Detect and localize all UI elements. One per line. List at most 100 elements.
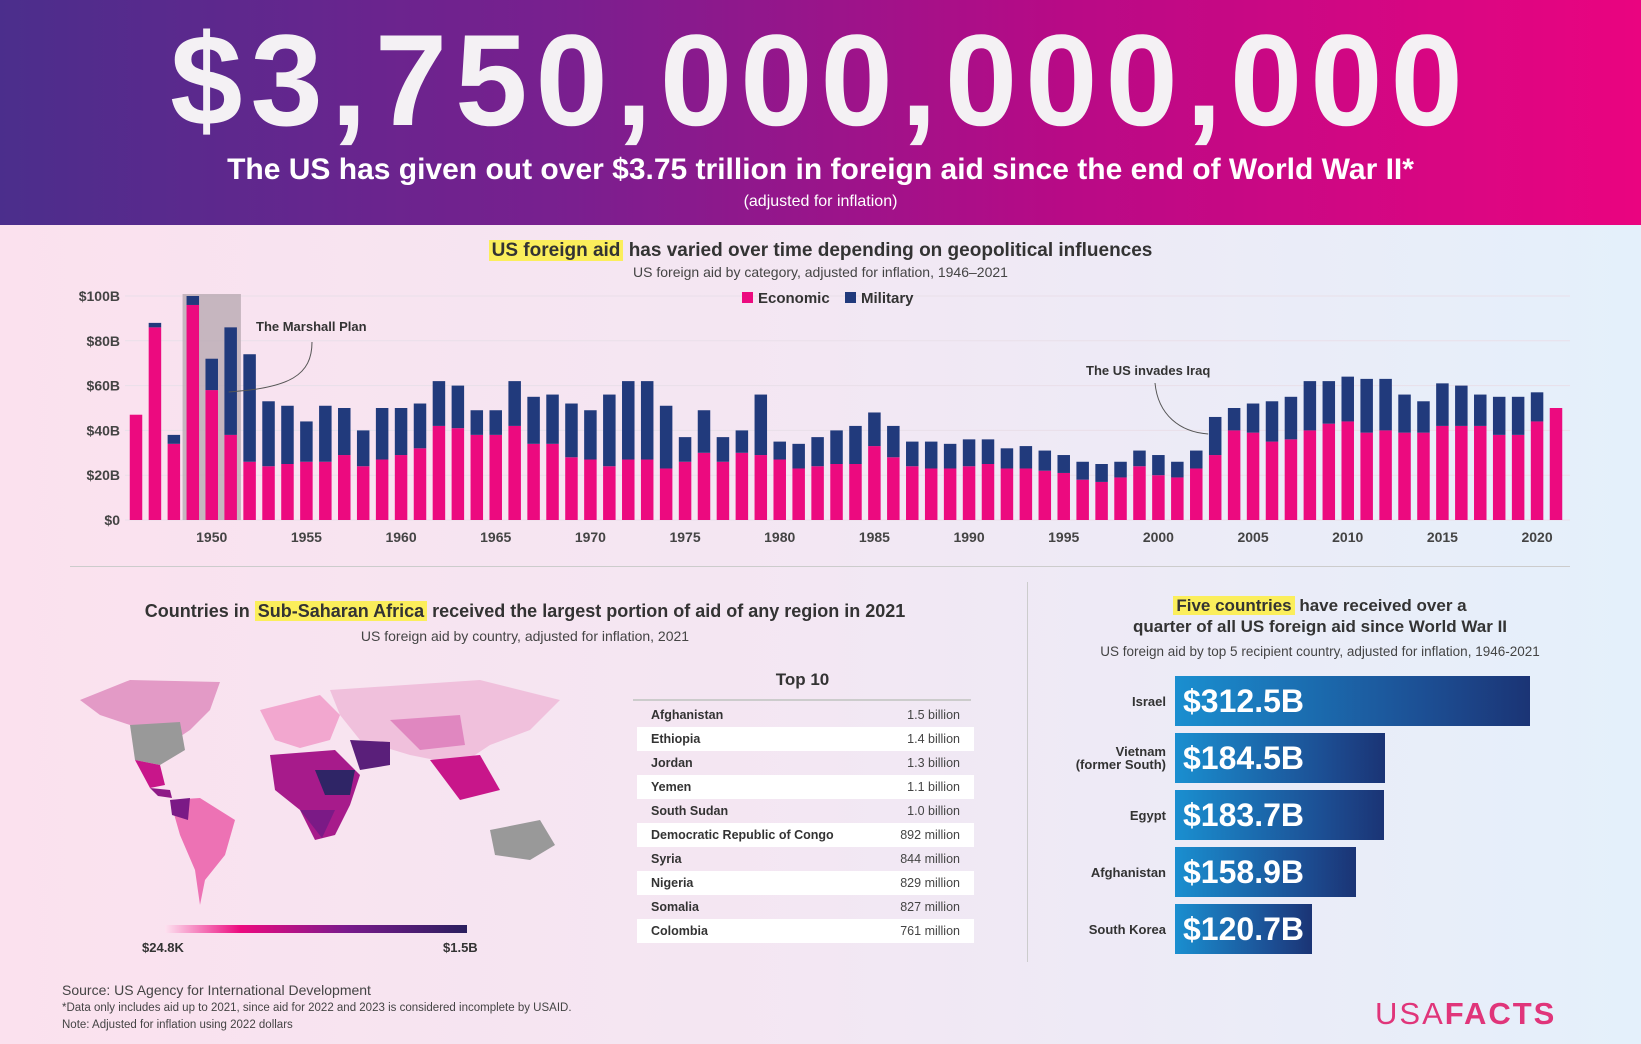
source-text: Source: US Agency for International Deve… <box>62 982 371 998</box>
bar-military <box>1038 450 1052 471</box>
bar-economic <box>943 468 957 520</box>
bar-row: Israel $312.5B <box>1040 676 1600 726</box>
y-tick-label: $20B <box>87 467 120 483</box>
bar-economic <box>1000 468 1014 520</box>
title-rest: have received over a <box>1294 596 1467 615</box>
amount-cell: 1.0 billion <box>907 804 960 818</box>
bar-military <box>1360 378 1373 433</box>
bar-economic <box>1095 481 1108 520</box>
bar-military <box>924 441 938 469</box>
title-rest: received the largest portion of aid of a… <box>427 601 906 621</box>
title-highlight: Five countries <box>1173 596 1295 615</box>
bar-category-label: Israel <box>1132 693 1166 709</box>
bar-economic <box>1492 434 1506 520</box>
map-subtitle: US foreign aid by country, adjusted for … <box>360 628 690 644</box>
top10-title: Top 10 <box>775 670 830 689</box>
bar-military <box>1246 403 1260 433</box>
bar-economic <box>470 434 484 520</box>
bar-military <box>1000 448 1014 469</box>
x-tick-label: 1990 <box>953 529 984 545</box>
bar-economic <box>394 455 408 520</box>
timeline-chart-title: US foreign aid has varied over time depe… <box>0 240 1641 262</box>
bar-military <box>1417 401 1430 433</box>
europe <box>260 695 340 748</box>
country-cell: Nigeria <box>637 871 882 895</box>
bar-military <box>546 394 559 444</box>
x-tick-label: 1970 <box>575 529 606 545</box>
x-tick-label: 1960 <box>385 529 416 545</box>
bar-military <box>300 421 313 462</box>
bar-economic <box>1152 475 1165 520</box>
bar-economic <box>565 457 578 520</box>
bar-military <box>697 410 711 453</box>
bar-military <box>659 405 673 469</box>
annotation-iraq: The US invades Iraq <box>1086 363 1210 378</box>
bar-economic <box>906 466 919 520</box>
bar-military <box>830 430 843 464</box>
bar-military <box>565 403 578 458</box>
bar-military <box>906 441 919 467</box>
x-tick-label: 2015 <box>1427 529 1458 545</box>
amount-cell: 761 million <box>882 919 974 943</box>
bar-military <box>394 408 408 456</box>
bar-row: South Korea $120.7B <box>1040 904 1600 954</box>
bar-military <box>1227 408 1241 431</box>
y-tick-label: $40B <box>87 422 120 438</box>
bar-economic <box>338 455 351 520</box>
headline-subtitle: The US has given out over $3.75 trillion… <box>227 153 1414 186</box>
x-tick-label: 2000 <box>1143 529 1174 545</box>
bar-military <box>470 410 484 435</box>
bar-economic <box>887 457 900 520</box>
table-row: Ethiopia 1.4 billion <box>637 727 974 751</box>
bar-economic <box>281 464 294 520</box>
x-tick-label: 2010 <box>1332 529 1363 545</box>
y-tick-label: $100B <box>79 288 120 304</box>
table-row: Colombia 761 million <box>637 919 974 943</box>
bar-military <box>1379 378 1392 431</box>
bar-military <box>527 396 540 444</box>
title-pre: Countries in <box>144 601 255 621</box>
x-tick-label: 1995 <box>1048 529 1079 545</box>
annotation-line <box>228 341 313 393</box>
bar-military <box>413 403 427 449</box>
bar-military <box>584 410 597 460</box>
scale-max-label: $1.5B <box>443 940 478 955</box>
bar-economic <box>1208 455 1222 520</box>
bar-military <box>375 408 389 460</box>
bar-military <box>811 437 824 467</box>
legend-label: Military <box>861 290 914 307</box>
annotation-marshall-plan: The Marshall Plan <box>256 319 367 334</box>
country-cell: South Sudan <box>651 804 729 818</box>
bar-military <box>887 425 900 458</box>
bar-economic <box>830 464 843 520</box>
x-tick-label: 1950 <box>196 529 227 545</box>
bar-economic <box>451 428 465 520</box>
bar-military <box>205 358 218 391</box>
bar-category-label: South Korea <box>1088 921 1166 937</box>
logo-facts: FACTS <box>1444 996 1557 1031</box>
table-row: Nigeria 829 million <box>637 871 974 895</box>
country-cell: Syria <box>651 852 682 866</box>
top10-rule <box>633 699 971 701</box>
bar-value: $158.9B <box>1175 847 1356 897</box>
bar-economic <box>148 327 162 520</box>
timeline-chart-subtitle: US foreign aid by category, adjusted for… <box>633 264 1008 280</box>
africa <box>270 750 360 840</box>
bar-economic <box>1057 472 1070 520</box>
bar-military <box>356 430 370 467</box>
bar-economic <box>603 466 616 520</box>
logo-usa: USA <box>1375 996 1445 1031</box>
legend-swatch <box>742 292 753 303</box>
bar-economic <box>640 459 654 520</box>
bar-row: Afghanistan $158.9B <box>1040 847 1600 897</box>
bar-economic <box>489 434 502 520</box>
bar-military <box>1095 464 1108 482</box>
bar-military <box>186 296 200 305</box>
legend-label: Economic <box>758 290 830 307</box>
top10-table: Afghanistan 1.5 billion Ethiopia 1.4 billio… <box>637 703 974 943</box>
bar-economic <box>1133 466 1146 520</box>
bar-economic <box>849 464 862 520</box>
bar-economic <box>981 464 995 520</box>
bar-military <box>603 394 616 467</box>
bar-military <box>319 405 332 462</box>
